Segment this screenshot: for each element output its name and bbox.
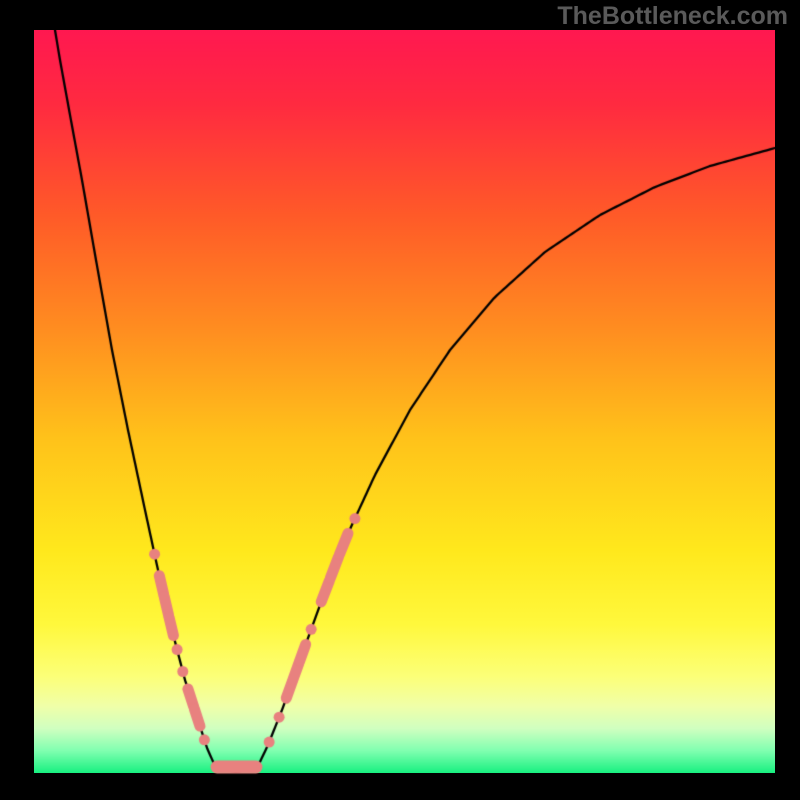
watermark-text: TheBottleneck.com: [557, 2, 788, 31]
curve-canvas: [0, 0, 800, 800]
chart-container: TheBottleneck.com: [0, 0, 800, 800]
